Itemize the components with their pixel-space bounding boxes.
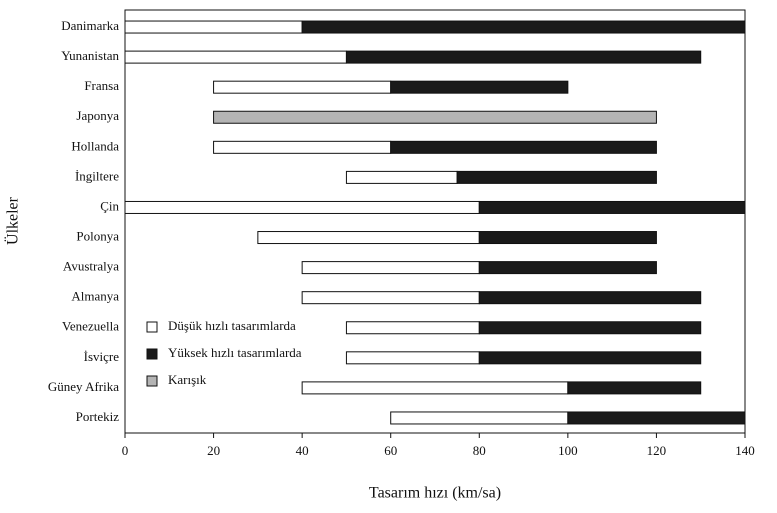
plot-frame — [124, 9, 746, 434]
legend-swatch — [146, 375, 158, 387]
bar-segment — [478, 321, 702, 335]
y-tick-label: Güney Afrika — [48, 379, 119, 394]
legend-label: Düşük hızlı tasarımlarda — [168, 318, 296, 333]
x-tick-label: 140 — [735, 443, 755, 458]
y-axis-title: Ülkeler — [4, 196, 22, 245]
y-tick-label: İngiltere — [75, 168, 119, 183]
bar-segment — [478, 261, 657, 275]
y-tick-label: Çin — [100, 198, 119, 213]
y-tick-label: Venezuella — [62, 319, 119, 334]
bar-segment — [345, 170, 458, 184]
y-tick-label: Fransa — [84, 78, 119, 93]
bar-segment — [345, 351, 480, 365]
y-tick-label: Hollanda — [71, 138, 119, 153]
y-tick-label: Polonya — [76, 229, 119, 244]
bar-segment — [390, 140, 657, 154]
bar-segment — [213, 140, 392, 154]
bar-segment — [213, 110, 657, 124]
bar-segment — [345, 321, 480, 335]
bar-segment — [301, 20, 746, 34]
x-tick-label: 20 — [207, 443, 220, 458]
bar-segment — [345, 50, 702, 64]
bar-segment — [301, 291, 480, 305]
y-tick-label: Yunanistan — [61, 48, 119, 63]
y-tick-label: Avustralya — [63, 259, 119, 274]
y-tick-label: Danimarka — [61, 18, 119, 33]
bar-segment — [124, 20, 303, 34]
legend-swatch — [146, 348, 158, 360]
bar-segment — [124, 200, 480, 214]
bar-segment — [478, 351, 702, 365]
y-tick-label: İsviçre — [84, 349, 120, 364]
bar-segment — [301, 261, 480, 275]
x-tick-label: 0 — [122, 443, 129, 458]
legend-label: Karışık — [168, 372, 207, 387]
legend-label: Yüksek hızlı tasarımlarda — [168, 345, 302, 360]
x-tick-label: 60 — [384, 443, 397, 458]
x-tick-label: 120 — [647, 443, 667, 458]
bar-segment — [257, 231, 480, 245]
bar-segment — [213, 80, 392, 94]
bar-segment — [567, 411, 746, 425]
bar-segment — [478, 200, 746, 214]
bar-segment — [478, 231, 657, 245]
y-tick-label: Portekiz — [76, 409, 120, 424]
y-tick-label: Japonya — [76, 108, 119, 123]
bar-segment — [478, 291, 702, 305]
x-tick-label: 100 — [558, 443, 578, 458]
bar-segment — [301, 381, 569, 395]
bar-segment — [124, 50, 347, 64]
y-tick-label: Almanya — [71, 289, 119, 304]
legend-swatch — [146, 321, 158, 333]
bar-segment — [390, 80, 569, 94]
x-axis-title: Tasarım hızı (km/sa) — [369, 485, 501, 502]
bar-segment — [456, 170, 657, 184]
bar-segment — [390, 411, 569, 425]
x-tick-label: 80 — [473, 443, 486, 458]
x-tick-label: 40 — [296, 443, 309, 458]
bar-segment — [567, 381, 702, 395]
